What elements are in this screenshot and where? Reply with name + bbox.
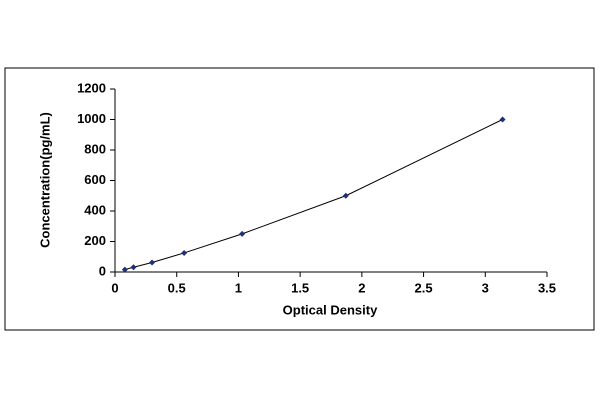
y-tick-label: 0: [99, 263, 106, 278]
y-tick-label: 1200: [77, 80, 106, 95]
y-tick-label: 600: [84, 172, 106, 187]
x-tick-label: 1: [235, 280, 242, 295]
x-tick-label: 1.5: [291, 280, 309, 295]
y-tick-label: 1000: [77, 111, 106, 126]
y-axis-label: Concentration(pg/mL): [37, 112, 52, 248]
y-tick-label: 800: [84, 141, 106, 156]
y-tick-label: 400: [84, 202, 106, 217]
x-tick-label: 2.5: [415, 280, 433, 295]
point: [499, 116, 506, 123]
x-tick-label: 0.5: [168, 280, 186, 295]
point: [121, 266, 128, 273]
x-tick-label: 3.5: [538, 280, 556, 295]
x-tick-label: 3: [482, 280, 489, 295]
point: [239, 230, 246, 237]
x-tick-label: 0: [111, 280, 118, 295]
x-axis-label: Optical Density: [283, 302, 378, 317]
y-tick-label: 200: [84, 233, 106, 248]
point: [149, 259, 156, 266]
point: [181, 249, 188, 256]
x-tick-label: 2: [358, 280, 365, 295]
point: [130, 264, 137, 271]
chart-border: [4, 67, 595, 331]
point: [342, 192, 349, 199]
